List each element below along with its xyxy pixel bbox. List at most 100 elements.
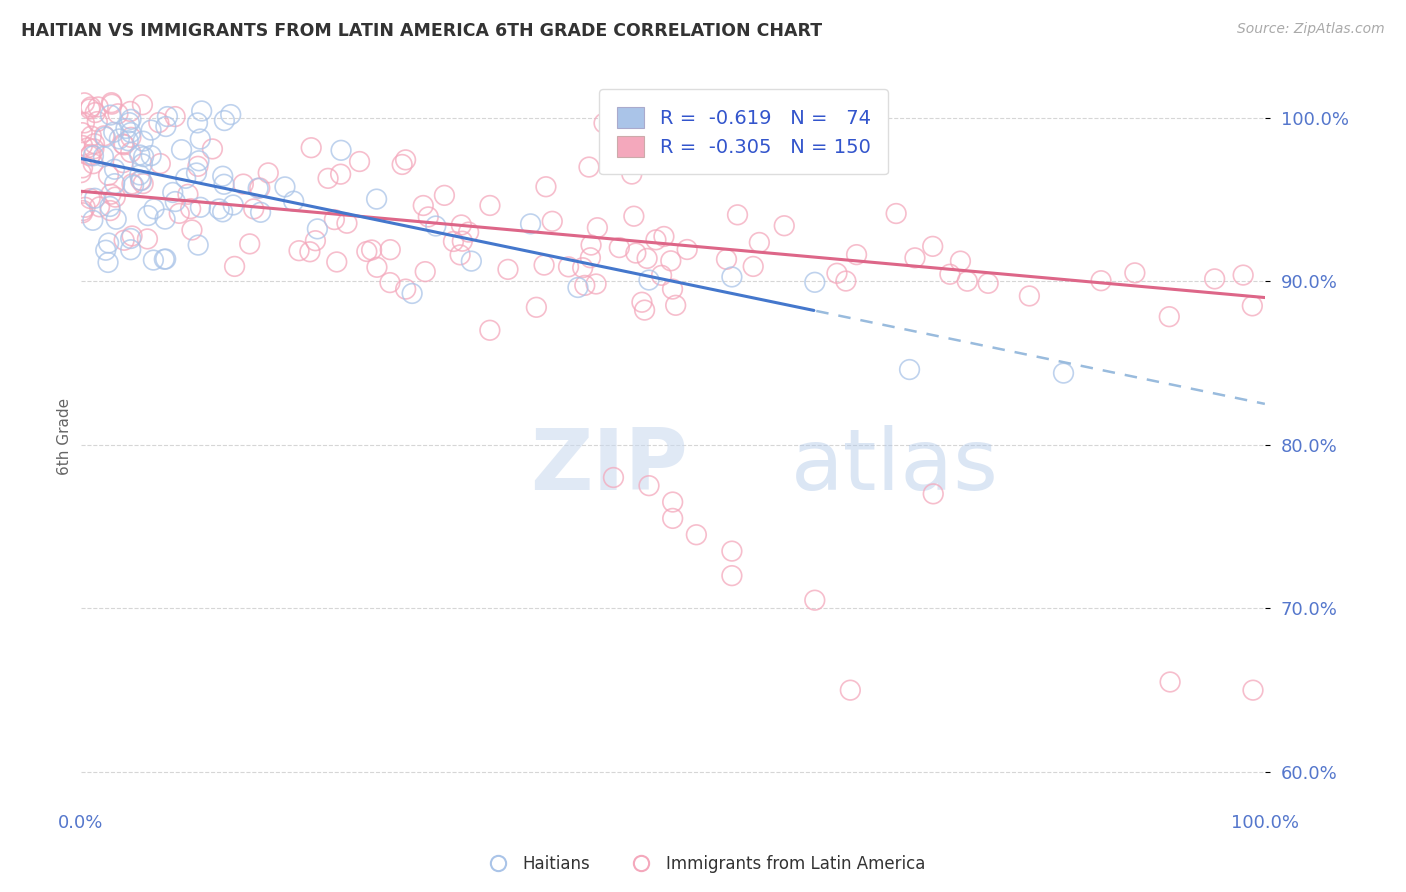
Point [349,154,371,169]
Point [131,157,153,171]
Point [167,206,190,220]
Point [120,243,142,257]
Point [676,243,699,257]
Point [211,169,233,184]
Point [132,150,155,164]
Point [977,277,1000,291]
Point [418,210,440,224]
Text: HAITIAN VS IMMIGRANTS FROM LATIN AMERICA 6TH GRADE CORRELATION CHART: HAITIAN VS IMMIGRANTS FROM LATIN AMERICA… [21,22,823,40]
Point [120,104,142,119]
Point [187,238,209,252]
Point [129,173,152,187]
Point [380,243,402,257]
Point [103,125,125,139]
Point [100,95,122,110]
Point [214,113,236,128]
Point [330,144,353,158]
Point [120,126,142,140]
Point [153,252,176,267]
Point [103,162,125,177]
Point [579,251,602,265]
Point [108,132,131,146]
Point [222,198,245,212]
Point [567,280,589,294]
Point [93,149,115,163]
Point [839,683,862,698]
Point [128,148,150,162]
Point [131,97,153,112]
Point [186,166,208,180]
Point [177,187,200,202]
Point [395,282,418,296]
Point [120,145,142,160]
Point [304,234,326,248]
Point [519,217,541,231]
Point [121,177,143,191]
Point [89,200,111,214]
Point [624,246,647,260]
Point [661,511,683,525]
Point [1090,274,1112,288]
Point [721,544,744,558]
Point [283,194,305,209]
Point [242,202,264,216]
Point [685,527,707,541]
Point [181,223,204,237]
Point [249,205,271,219]
Point [139,123,162,137]
Point [70,126,93,140]
Point [97,255,120,269]
Point [80,100,103,114]
Point [165,110,187,124]
Point [579,238,602,252]
Point [716,252,738,267]
Legend: R =  -0.619   N =   74, R =  -0.305   N = 150: R = -0.619 N = 74, R = -0.305 N = 150 [599,89,889,175]
Point [139,149,162,163]
Text: atlas: atlas [792,425,1000,508]
Point [97,169,120,183]
Point [651,268,673,283]
Point [478,323,501,337]
Point [93,128,115,143]
Point [727,208,749,222]
Point [1052,366,1074,380]
Point [571,260,593,275]
Point [460,254,482,268]
Point [773,219,796,233]
Point [100,108,122,122]
Point [112,136,135,151]
Point [170,143,193,157]
Point [638,273,661,287]
Point [1159,310,1181,324]
Point [623,209,645,223]
Point [153,212,176,227]
Point [180,202,202,216]
Point [323,212,346,227]
Point [72,138,94,153]
Point [366,192,388,206]
Point [224,260,246,274]
Point [104,190,127,204]
Point [83,191,105,205]
Point [247,181,270,195]
Point [117,134,139,148]
Point [921,239,943,253]
Point [148,115,170,129]
Point [212,178,235,192]
Point [128,168,150,182]
Point [652,229,675,244]
Point [288,244,311,258]
Point [524,300,547,314]
Point [356,244,378,259]
Point [98,199,121,213]
Point [602,470,624,484]
Point [79,149,101,163]
Point [73,116,96,130]
Point [156,110,179,124]
Point [82,213,104,227]
Point [257,166,280,180]
Point [659,253,682,268]
Point [132,177,155,191]
Point [1241,299,1264,313]
Point [1123,266,1146,280]
